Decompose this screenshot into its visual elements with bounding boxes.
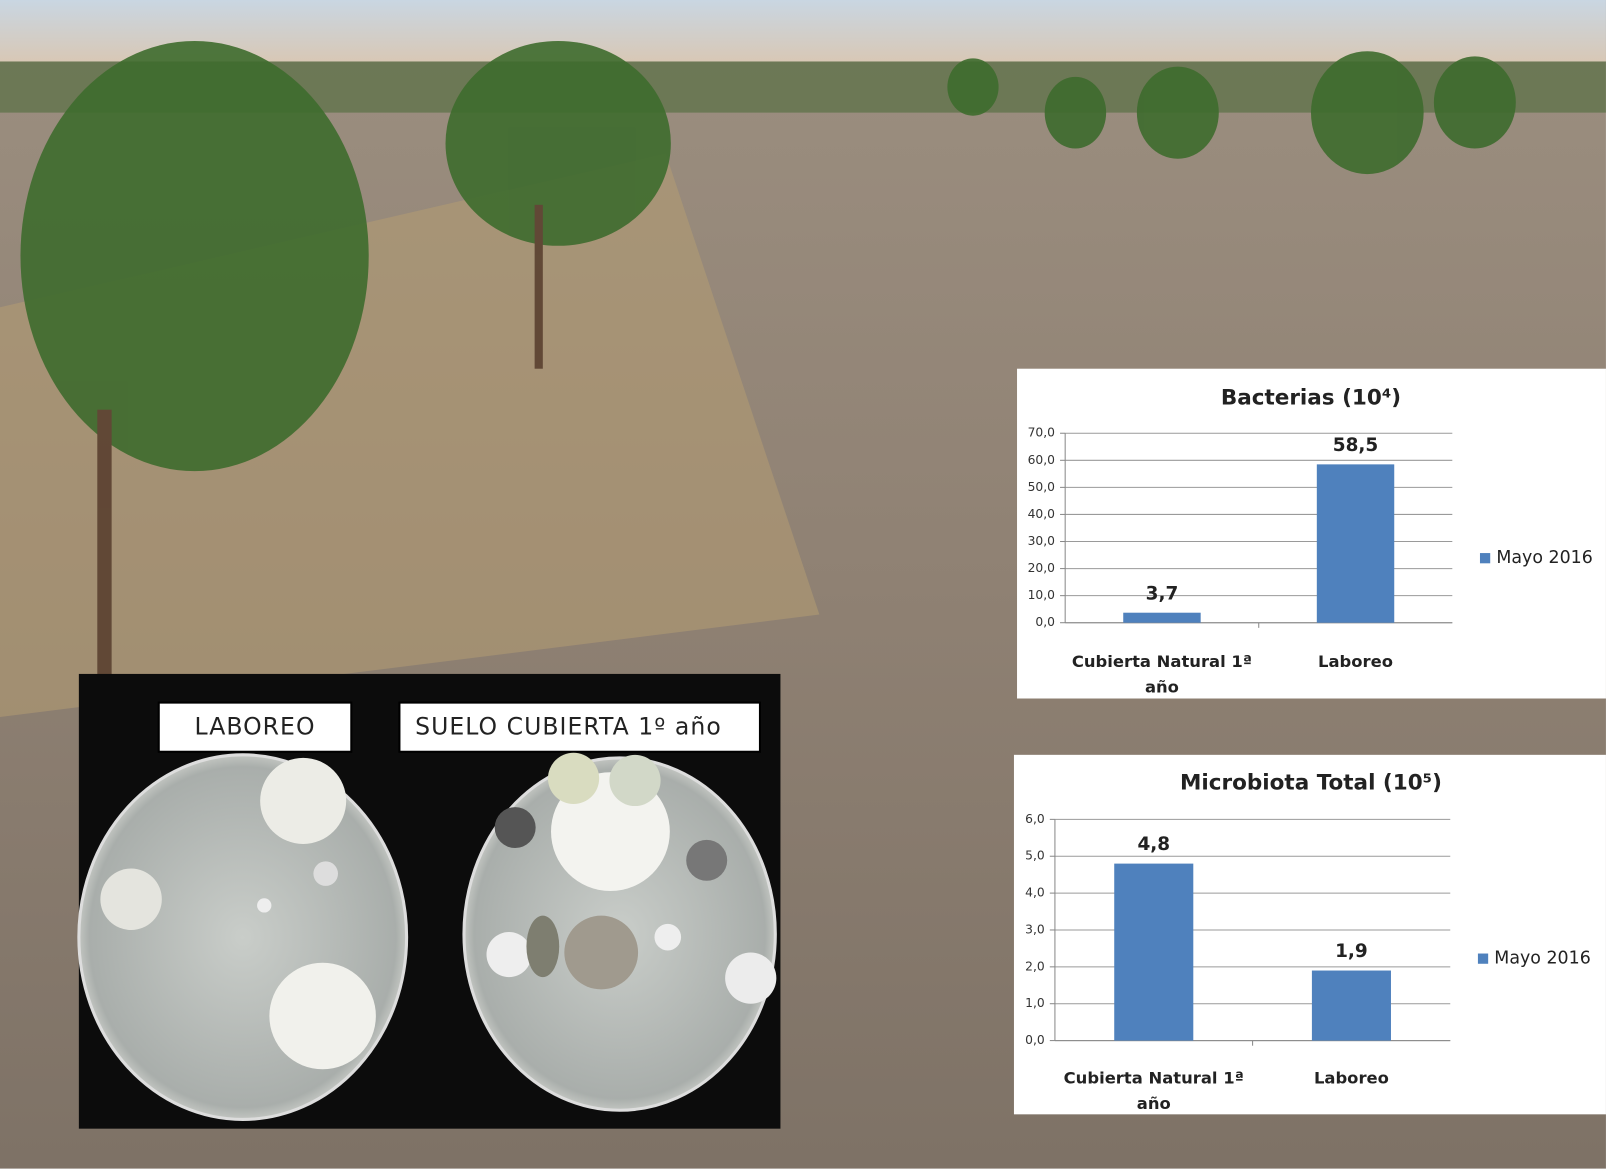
photo-label: SUELO CUBIERTA 1º año <box>415 713 722 741</box>
chart-title: Microbiota Total (10⁵) <box>1180 771 1442 796</box>
chart-panel <box>1017 368 1606 699</box>
petri-dish <box>462 752 777 1112</box>
y-tick-label: 0,0 <box>1025 1033 1045 1047</box>
y-tick-label: 6,0 <box>1025 812 1045 826</box>
y-tick-label: 10,0 <box>1028 588 1055 602</box>
sky <box>0 0 1606 62</box>
legend-swatch <box>1479 553 1491 564</box>
y-tick-label: 3,0 <box>1025 922 1045 936</box>
bar <box>1123 612 1201 623</box>
value-label: 1,9 <box>1335 941 1368 962</box>
trees <box>20 40 1516 676</box>
y-tick-label: 1,0 <box>1025 996 1045 1010</box>
chart-panel <box>1013 754 1606 1115</box>
x-tick-label: Laboreo <box>1313 1068 1389 1088</box>
y-tick-label: 5,0 <box>1025 849 1045 863</box>
x-tick-label-box: Laboreo <box>1313 1068 1389 1088</box>
y-tick-label: 20,0 <box>1028 561 1055 575</box>
x-tick-label-box: Cubierta Natural 1ª año <box>1071 651 1253 697</box>
legend-label: Mayo 2016 <box>1496 548 1592 568</box>
label-box <box>157 701 353 753</box>
bar <box>1311 970 1391 1041</box>
y-tick-label: 50,0 <box>1028 480 1055 494</box>
label-box <box>398 701 761 753</box>
petri-dish <box>77 753 409 1121</box>
bar <box>1316 464 1395 623</box>
value-label: 4,8 <box>1137 834 1170 855</box>
y-tick-label: 70,0 <box>1028 426 1055 440</box>
y-tick-label: 0,0 <box>1035 615 1055 629</box>
y-tick-label: 2,0 <box>1025 959 1045 973</box>
legend-label: Mayo 2016 <box>1494 949 1590 969</box>
value-label: 3,7 <box>1146 583 1179 604</box>
y-tick-label: 30,0 <box>1028 534 1055 548</box>
x-tick-label-box: Laboreo <box>1318 651 1393 671</box>
legend-swatch <box>1477 953 1489 964</box>
x-tick-label: Cubierta Natural 1ª año <box>1063 1068 1244 1114</box>
x-tick-label: Cubierta Natural 1ª año <box>1071 651 1253 697</box>
x-tick-label: Laboreo <box>1318 651 1393 671</box>
value-label: 58,5 <box>1333 435 1378 456</box>
x-tick-label-box: Cubierta Natural 1ª año <box>1063 1068 1244 1114</box>
y-tick-label: 60,0 <box>1028 453 1055 467</box>
y-tick-label: 4,0 <box>1025 886 1045 900</box>
bar <box>1114 863 1194 1041</box>
photo-label: LABOREO <box>195 713 316 741</box>
chart-title: Bacterias (10⁴) <box>1221 385 1401 410</box>
y-tick-label: 40,0 <box>1028 507 1055 521</box>
